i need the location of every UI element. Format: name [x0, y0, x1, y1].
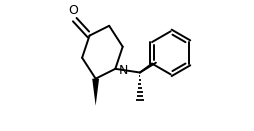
Text: O: O	[69, 4, 78, 17]
Polygon shape	[92, 79, 99, 106]
Text: N: N	[118, 64, 128, 77]
